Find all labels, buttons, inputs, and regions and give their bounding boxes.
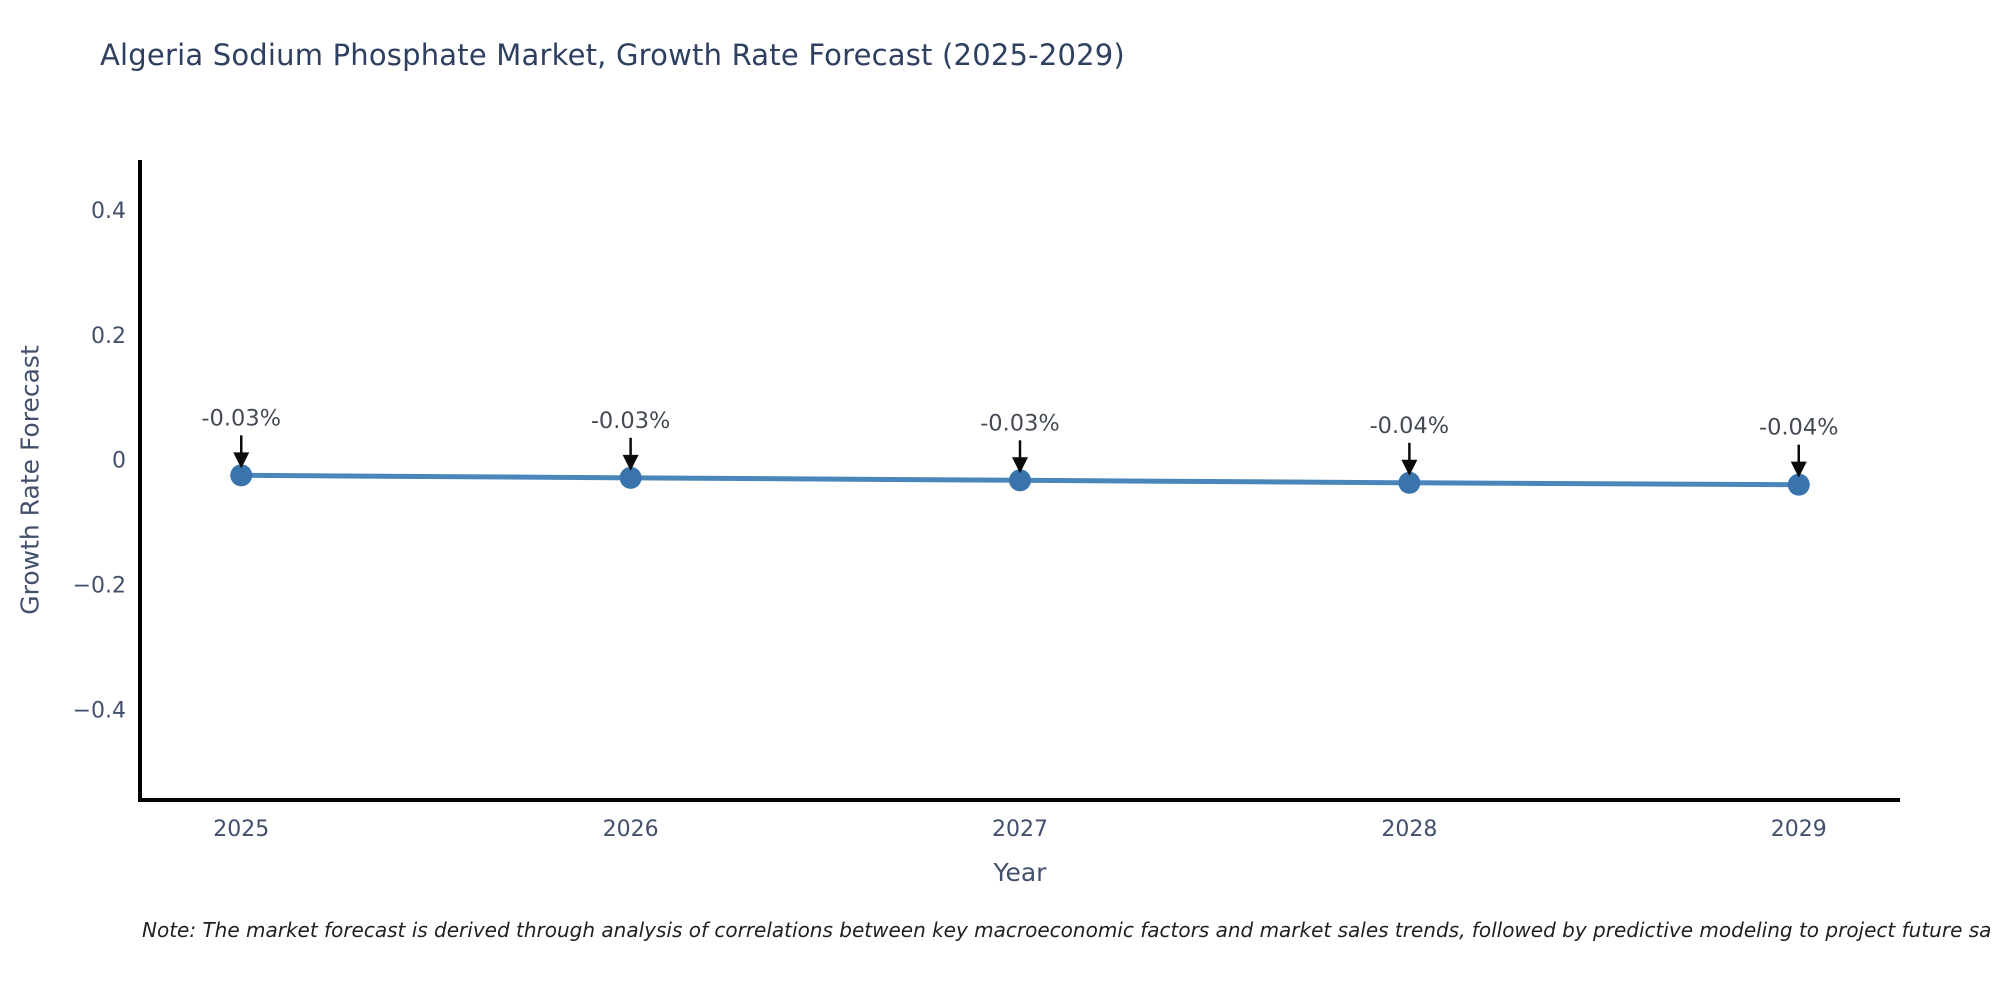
x-tick-label: 2026 — [603, 817, 659, 842]
data-point-marker — [1009, 469, 1031, 492]
y-tick-label: −0.2 — [73, 574, 126, 599]
y-tick-label: 0.4 — [91, 199, 126, 224]
data-point-marker — [230, 464, 253, 487]
x-tick-label: 2028 — [1381, 817, 1437, 842]
annotation-arrowhead-icon — [1012, 457, 1028, 474]
data-point-label: -0.03% — [980, 410, 1060, 436]
y-tick-label: −0.4 — [73, 698, 126, 723]
data-point-marker — [1787, 473, 1810, 496]
annotation-arrowhead-icon — [1790, 461, 1807, 478]
annotation-arrowhead-icon — [1401, 459, 1418, 476]
data-point-marker — [1398, 471, 1421, 494]
data-point-label: -0.04% — [1759, 415, 1839, 441]
x-tick-label: 2027 — [992, 817, 1048, 842]
y-tick-label: 0.2 — [91, 324, 126, 349]
annotation-arrowhead-icon — [233, 452, 250, 469]
x-tick-label: 2025 — [213, 817, 269, 842]
x-tick-label: 2029 — [1771, 817, 1827, 842]
data-point-label: -0.04% — [1370, 413, 1450, 439]
chart-title: Algeria Sodium Phosphate Market, Growth … — [100, 38, 1125, 72]
annotation-arrowhead-icon — [622, 454, 639, 471]
data-point-label: -0.03% — [591, 408, 671, 434]
data-point-marker — [619, 466, 642, 489]
data-point-label: -0.03% — [201, 405, 281, 431]
footnote: Note: The market forecast is derived thr… — [142, 918, 1992, 942]
y-tick-label: 0 — [112, 449, 126, 474]
y-axis-title: Growth Rate Forecast — [15, 345, 45, 615]
x-axis-title: Year — [993, 858, 1047, 887]
